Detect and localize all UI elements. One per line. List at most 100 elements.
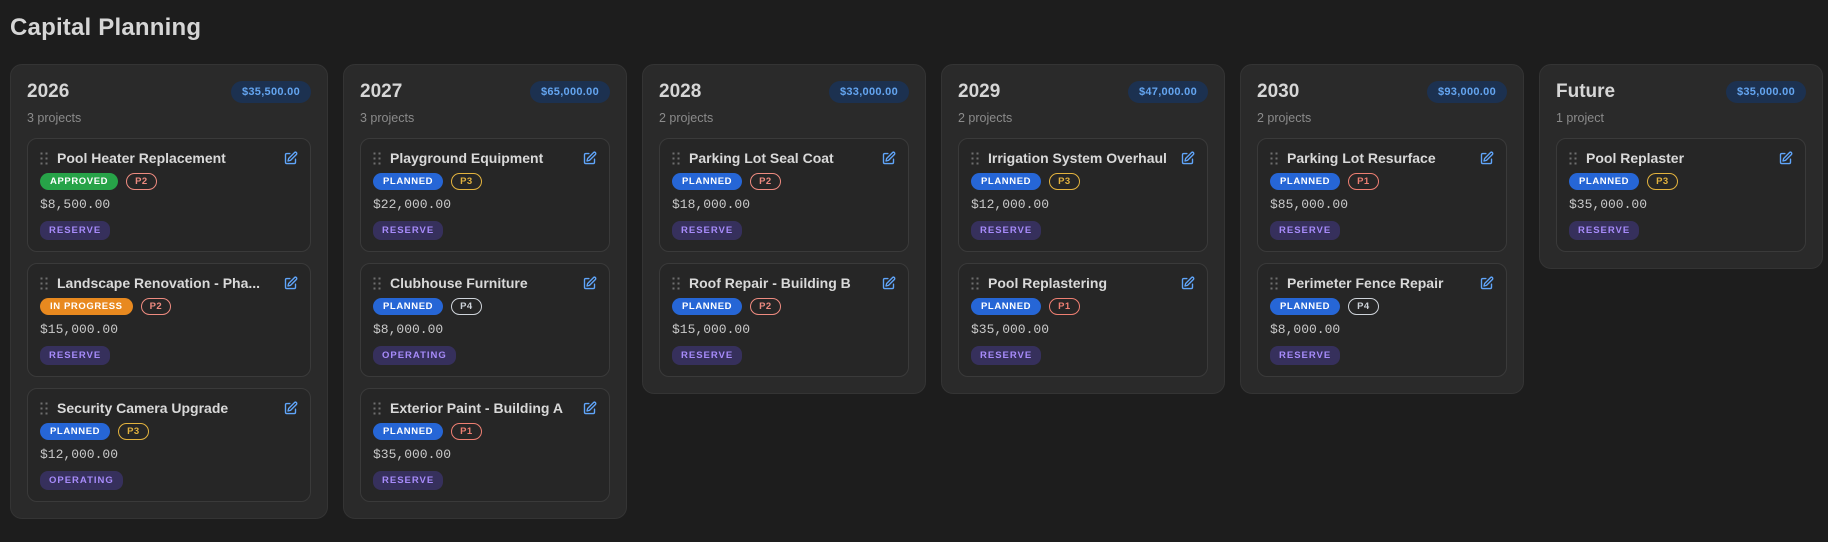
drag-handle-icon[interactable] <box>373 277 381 290</box>
project-title: Playground Equipment <box>390 150 544 166</box>
status-badge: PLANNED <box>373 423 444 440</box>
fund-tag: OPERATING <box>40 471 123 490</box>
drag-handle-icon[interactable] <box>672 152 680 165</box>
edit-button[interactable] <box>1180 276 1195 291</box>
column-year: 2030 <box>1257 81 1300 102</box>
project-title: Irrigation System Overhaul <box>988 150 1167 166</box>
drag-handle-icon[interactable] <box>1569 152 1577 165</box>
column-year: 2028 <box>659 81 702 102</box>
card-list: Parking Lot Resurface PLANNED P1 $85,000… <box>1257 138 1507 377</box>
edit-button[interactable] <box>283 276 298 291</box>
edit-icon <box>582 151 597 166</box>
card-title-row: Parking Lot Seal Coat <box>672 150 896 166</box>
edit-button[interactable] <box>582 276 597 291</box>
edit-button[interactable] <box>582 401 597 416</box>
column-total-badge: $35,000.00 <box>1725 81 1806 103</box>
project-title: Pool Replaster <box>1586 150 1685 166</box>
project-card[interactable]: Clubhouse Furniture PLANNED P4 $8,000.00… <box>360 263 610 377</box>
status-badge: PLANNED <box>1569 173 1640 190</box>
badge-row: PLANNED P2 <box>672 173 896 190</box>
drag-handle-icon[interactable] <box>40 402 48 415</box>
project-card[interactable]: Playground Equipment PLANNED P3 $22,000.… <box>360 138 610 252</box>
project-card[interactable]: Pool Heater Replacement APPROVED P2 $8,5… <box>27 138 311 252</box>
column-total-badge: $33,000.00 <box>828 81 909 103</box>
column-total-badge: $93,000.00 <box>1426 81 1507 103</box>
card-title-row: Exterior Paint - Building A <box>373 400 597 416</box>
drag-handle-icon[interactable] <box>373 152 381 165</box>
project-amount: $35,000.00 <box>373 447 452 462</box>
project-card[interactable]: Pool Replastering PLANNED P1 $35,000.00 … <box>958 263 1208 377</box>
card-list: Parking Lot Seal Coat PLANNED P2 $18,000… <box>659 138 909 377</box>
column-total-badge: $47,000.00 <box>1127 81 1208 103</box>
project-title: Parking Lot Seal Coat <box>689 150 834 166</box>
column-header: 2029 $47,000.00 <box>958 81 1208 103</box>
badge-row: PLANNED P4 <box>1270 298 1494 315</box>
drag-handle-icon[interactable] <box>1270 277 1278 290</box>
project-title: Exterior Paint - Building A <box>390 400 563 416</box>
card-list: Pool Heater Replacement APPROVED P2 $8,5… <box>27 138 311 502</box>
page-title: Capital Planning <box>10 14 202 41</box>
status-badge: PLANNED <box>672 298 743 315</box>
project-amount: $12,000.00 <box>40 447 119 462</box>
edit-button[interactable] <box>1180 151 1195 166</box>
project-amount: $35,000.00 <box>971 322 1050 337</box>
drag-handle-icon[interactable] <box>971 152 979 165</box>
kanban-column: 2027 $65,000.00 3 projects Playground Eq… <box>343 64 627 519</box>
project-card[interactable]: Irrigation System Overhaul PLANNED P3 $1… <box>958 138 1208 252</box>
status-badge: PLANNED <box>971 298 1042 315</box>
edit-button[interactable] <box>582 151 597 166</box>
status-badge: PLANNED <box>1270 298 1341 315</box>
edit-icon <box>283 401 298 416</box>
edit-button[interactable] <box>283 151 298 166</box>
status-badge: PLANNED <box>373 173 444 190</box>
drag-handle-icon[interactable] <box>971 277 979 290</box>
project-amount: $85,000.00 <box>1270 197 1349 212</box>
edit-icon <box>582 401 597 416</box>
project-amount: $12,000.00 <box>971 197 1050 212</box>
card-title-row: Perimeter Fence Repair <box>1270 275 1494 291</box>
edit-button[interactable] <box>1479 276 1494 291</box>
column-project-count: 2 projects <box>659 111 714 125</box>
kanban-column: 2026 $35,500.00 3 projects Pool Heater R… <box>10 64 328 519</box>
project-card[interactable]: Pool Replaster PLANNED P3 $35,000.00 RES… <box>1556 138 1806 252</box>
priority-badge: P4 <box>451 298 482 315</box>
edit-icon <box>1479 276 1494 291</box>
edit-button[interactable] <box>1479 151 1494 166</box>
project-card[interactable]: Landscape Renovation - Pha... IN PROGRES… <box>27 263 311 377</box>
drag-handle-icon[interactable] <box>40 152 48 165</box>
drag-handle-icon[interactable] <box>40 277 48 290</box>
badge-row: PLANNED P3 <box>1569 173 1793 190</box>
column-header: 2030 $93,000.00 <box>1257 81 1507 103</box>
edit-button[interactable] <box>283 401 298 416</box>
status-badge: APPROVED <box>40 173 119 190</box>
column-project-count: 3 projects <box>27 111 82 125</box>
badge-row: PLANNED P1 <box>373 423 597 440</box>
project-card[interactable]: Perimeter Fence Repair PLANNED P4 $8,000… <box>1257 263 1507 377</box>
edit-icon <box>1778 151 1793 166</box>
badge-row: PLANNED P1 <box>971 298 1195 315</box>
edit-button[interactable] <box>881 151 896 166</box>
edit-button[interactable] <box>881 276 896 291</box>
card-list: Playground Equipment PLANNED P3 $22,000.… <box>360 138 610 502</box>
fund-tag: RESERVE <box>373 221 444 240</box>
fund-tag: RESERVE <box>373 471 444 490</box>
drag-handle-icon[interactable] <box>1270 152 1278 165</box>
column-total-badge: $65,000.00 <box>529 81 610 103</box>
card-title-row: Pool Replaster <box>1569 150 1793 166</box>
badge-row: IN PROGRESS P2 <box>40 298 298 315</box>
fund-tag: RESERVE <box>971 346 1042 365</box>
edit-icon <box>881 151 896 166</box>
status-badge: PLANNED <box>672 173 743 190</box>
project-card[interactable]: Exterior Paint - Building A PLANNED P1 $… <box>360 388 610 502</box>
project-card[interactable]: Parking Lot Seal Coat PLANNED P2 $18,000… <box>659 138 909 252</box>
project-card[interactable]: Roof Repair - Building B PLANNED P2 $15,… <box>659 263 909 377</box>
edit-button[interactable] <box>1778 151 1793 166</box>
badge-row: PLANNED P3 <box>971 173 1195 190</box>
fund-tag: RESERVE <box>1569 221 1640 240</box>
project-card[interactable]: Security Camera Upgrade PLANNED P3 $12,0… <box>27 388 311 502</box>
badge-row: PLANNED P1 <box>1270 173 1494 190</box>
drag-handle-icon[interactable] <box>373 402 381 415</box>
project-card[interactable]: Parking Lot Resurface PLANNED P1 $85,000… <box>1257 138 1507 252</box>
drag-handle-icon[interactable] <box>672 277 680 290</box>
priority-badge: P2 <box>750 173 781 190</box>
